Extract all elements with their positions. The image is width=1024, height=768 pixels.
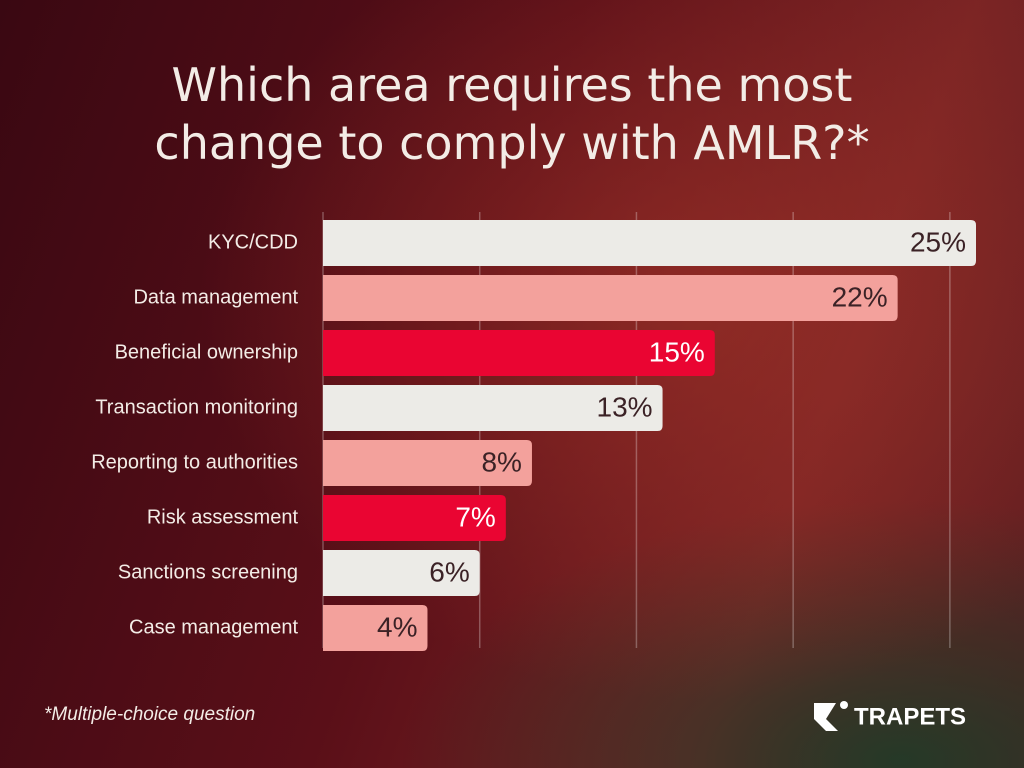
logo-text: TRAPETS bbox=[854, 703, 966, 730]
bar bbox=[323, 440, 532, 486]
value-label: 7% bbox=[455, 501, 495, 532]
logo-mark bbox=[814, 701, 848, 731]
category-label: Transaction monitoring bbox=[95, 396, 298, 418]
bar bbox=[323, 275, 898, 321]
category-label: Beneficial ownership bbox=[115, 341, 298, 363]
value-label: 6% bbox=[429, 556, 469, 587]
footnote: *Multiple-choice question bbox=[44, 704, 256, 725]
value-label: 15% bbox=[649, 336, 705, 367]
value-label: 25% bbox=[910, 226, 966, 257]
category-label: Sanctions screening bbox=[118, 561, 298, 583]
chart-title: Which area requires the most change to c… bbox=[154, 58, 870, 170]
value-label: 13% bbox=[597, 391, 653, 422]
value-label: 8% bbox=[481, 446, 521, 477]
bar bbox=[323, 385, 663, 431]
bar bbox=[323, 330, 715, 376]
category-label: KYC/CDD bbox=[208, 231, 298, 253]
category-label: Risk assessment bbox=[147, 506, 299, 528]
category-label: Data management bbox=[133, 286, 298, 308]
bar bbox=[323, 220, 976, 266]
value-label: 4% bbox=[377, 611, 417, 642]
category-label: Case management bbox=[129, 616, 298, 638]
value-label: 22% bbox=[832, 281, 888, 312]
category-label: Reporting to authorities bbox=[91, 451, 298, 473]
bar bbox=[323, 550, 480, 596]
bar bbox=[323, 605, 428, 651]
bar bbox=[323, 495, 506, 541]
